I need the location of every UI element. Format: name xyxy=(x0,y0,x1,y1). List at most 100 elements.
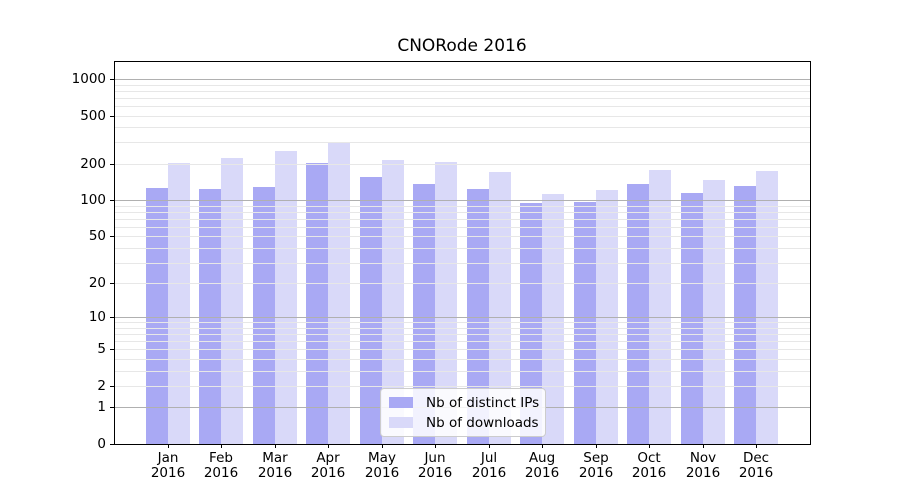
y-tick-mark xyxy=(110,164,114,165)
bar-nb-of-distinct-ips-may xyxy=(359,177,382,444)
legend: Nb of distinct IPs Nb of downloads xyxy=(380,388,546,437)
x-tick-label: Aug 2016 xyxy=(524,450,560,481)
bar-nb-of-distinct-ips-feb xyxy=(199,189,222,444)
bar-nb-of-distinct-ips-jul xyxy=(466,189,489,444)
gridline-minor xyxy=(114,206,810,207)
gridline-minor xyxy=(114,106,810,107)
gridline-minor xyxy=(114,116,810,117)
gridline-minor xyxy=(114,349,810,350)
x-tick-mark xyxy=(221,444,222,448)
bar-nb-of-downloads-nov xyxy=(702,179,725,444)
bar-nb-of-downloads-mar xyxy=(274,151,297,444)
y-tick-mark xyxy=(110,116,114,117)
y-tick-label: 200 xyxy=(80,156,106,172)
bar-nb-of-distinct-ips-apr xyxy=(306,163,329,444)
x-tick-mark xyxy=(382,444,383,448)
bar-nb-of-downloads-dec xyxy=(756,170,779,444)
bar-nb-of-downloads-apr xyxy=(328,141,351,444)
x-tick-label: Feb 2016 xyxy=(203,450,239,481)
x-tick-mark xyxy=(649,444,650,448)
bar-nb-of-distinct-ips-jun xyxy=(413,184,436,444)
x-tick-mark xyxy=(328,444,329,448)
x-tick-mark xyxy=(435,444,436,448)
gridline-minor xyxy=(114,341,810,342)
bar-nb-of-distinct-ips-mar xyxy=(252,187,275,444)
x-tick-label: Jun 2016 xyxy=(417,450,453,481)
bar-nb-of-downloads-oct xyxy=(649,170,672,444)
y-tick-mark xyxy=(110,283,114,284)
y-tick-mark xyxy=(110,236,114,237)
x-tick-label: Mar 2016 xyxy=(257,450,293,481)
y-tick-mark xyxy=(110,349,114,350)
gridline-minor xyxy=(114,98,810,99)
y-tick-label: 1 xyxy=(97,399,106,415)
x-tick-mark xyxy=(756,444,757,448)
gridline-minor xyxy=(114,227,810,228)
plot-border xyxy=(114,61,811,445)
x-tick-label: Nov 2016 xyxy=(685,450,721,481)
gridline-minor xyxy=(114,263,810,264)
bar-nb-of-distinct-ips-dec xyxy=(734,186,757,444)
gridline-minor xyxy=(114,371,810,372)
gridline-minor xyxy=(114,142,810,143)
y-tick-label: 1000 xyxy=(71,71,106,87)
legend-item-downloads: Nb of downloads xyxy=(389,414,539,431)
x-tick-label: Sep 2016 xyxy=(578,450,614,481)
gridline-minor xyxy=(114,164,810,165)
x-tick-mark xyxy=(542,444,543,448)
x-tick-mark xyxy=(703,444,704,448)
y-tick-mark xyxy=(110,200,114,201)
bar-nb-of-downloads-aug xyxy=(542,194,565,444)
x-tick-mark xyxy=(596,444,597,448)
legend-item-distinct-ips: Nb of distinct IPs xyxy=(389,394,540,411)
y-tick-label: 0 xyxy=(97,436,106,452)
x-tick-label: Apr 2016 xyxy=(310,450,346,481)
y-tick-mark xyxy=(110,79,114,80)
bar-nb-of-downloads-sep xyxy=(595,189,618,444)
x-tick-mark xyxy=(489,444,490,448)
bar-nb-of-distinct-ips-oct xyxy=(627,184,650,444)
x-tick-mark xyxy=(275,444,276,448)
gridline-minor xyxy=(114,85,810,86)
legend-swatch-distinct-ips xyxy=(389,397,413,408)
gridline-major xyxy=(114,317,810,318)
y-tick-label: 20 xyxy=(88,275,106,291)
y-tick-mark xyxy=(110,386,114,387)
gridline-minor xyxy=(114,91,810,92)
x-tick-label: Jan 2016 xyxy=(150,450,186,481)
gridline-minor xyxy=(114,212,810,213)
y-tick-label: 10 xyxy=(88,309,106,325)
bar-nb-of-distinct-ips-sep xyxy=(573,202,596,444)
gridline-minor xyxy=(114,127,810,128)
y-tick-label: 100 xyxy=(80,192,106,208)
y-tick-mark xyxy=(110,444,114,445)
y-tick-label: 500 xyxy=(80,108,106,124)
y-tick-label: 2 xyxy=(97,378,106,394)
gridline-minor xyxy=(114,334,810,335)
gridline-minor xyxy=(114,248,810,249)
legend-label-downloads: Nb of downloads xyxy=(426,414,539,431)
y-tick-mark xyxy=(110,317,114,318)
bar-nb-of-downloads-jan xyxy=(167,162,190,444)
bar-nb-of-downloads-may xyxy=(381,160,404,444)
bar-nb-of-downloads-jul xyxy=(488,172,511,444)
gridline-minor xyxy=(114,236,810,237)
bar-nb-of-distinct-ips-jan xyxy=(145,187,168,444)
gridline-major xyxy=(114,79,810,80)
gridline-minor xyxy=(114,219,810,220)
gridline-minor xyxy=(114,359,810,360)
bar-nb-of-downloads-feb xyxy=(221,157,244,444)
y-tick-mark xyxy=(110,407,114,408)
legend-swatch-downloads xyxy=(389,417,413,428)
gridline-minor xyxy=(114,322,810,323)
x-tick-label: May 2016 xyxy=(364,450,400,481)
x-tick-label: Jul 2016 xyxy=(471,450,507,481)
y-tick-label: 5 xyxy=(97,341,106,357)
x-tick-mark xyxy=(168,444,169,448)
legend-label-distinct-ips: Nb of distinct IPs xyxy=(426,394,540,411)
x-tick-label: Oct 2016 xyxy=(631,450,667,481)
y-tick-label: 50 xyxy=(88,228,106,244)
gridline-minor xyxy=(114,386,810,387)
gridline-minor xyxy=(114,328,810,329)
